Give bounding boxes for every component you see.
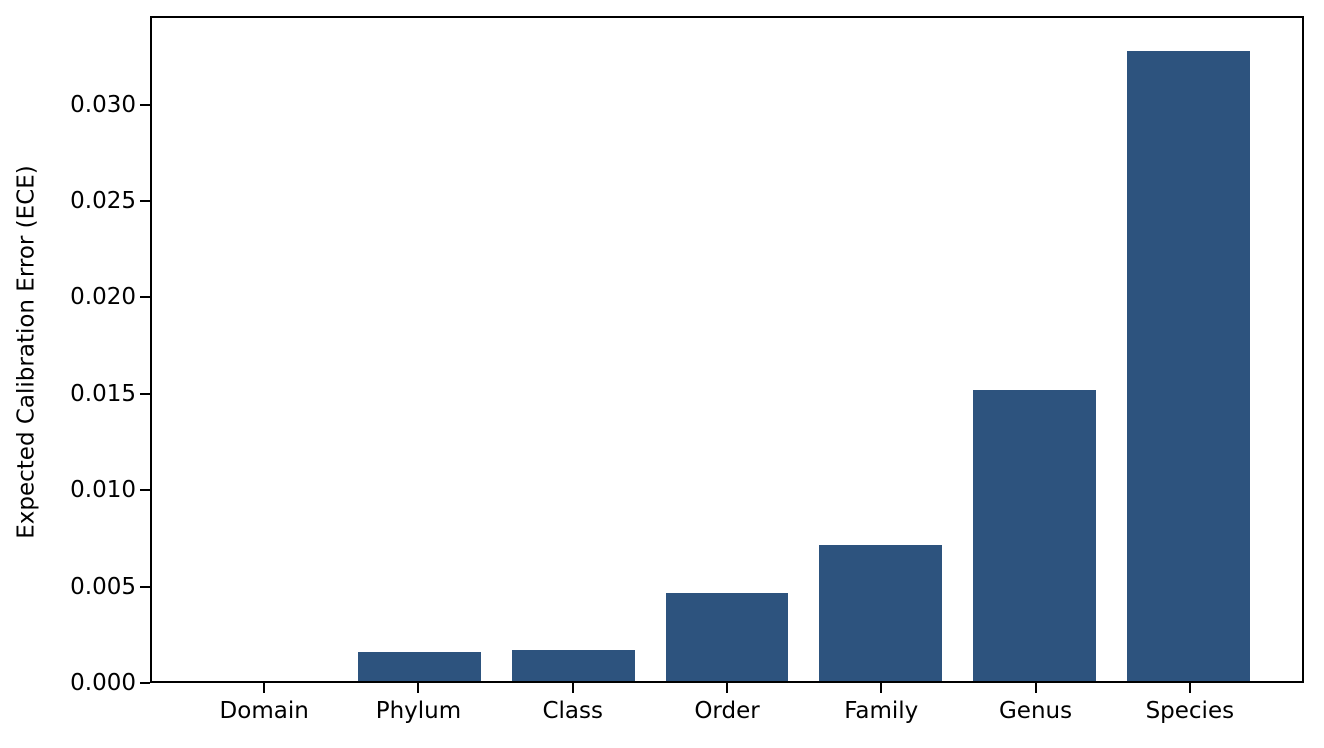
x-tick-mark	[726, 683, 728, 693]
y-tick-label: 0.015	[70, 380, 136, 407]
x-tick-label-order: Order	[694, 698, 760, 724]
bar-phylum	[358, 652, 481, 681]
y-tick-label: 0.010	[70, 477, 136, 504]
bar-order	[665, 592, 789, 681]
y-tick-label: 0.005	[70, 573, 136, 600]
x-tick-mark	[1188, 683, 1191, 693]
y-tick-label: 0.030	[70, 91, 136, 118]
x-tick-label-phylum: Phylum	[375, 698, 462, 724]
bar-genus	[972, 389, 1096, 681]
y-tick-mark	[140, 682, 150, 684]
x-tick-mark	[1034, 683, 1037, 693]
plot-area	[150, 16, 1304, 683]
y-tick-mark	[140, 585, 150, 588]
y-tick-label: 0.000	[70, 670, 136, 696]
x-tick-label-family: Family	[844, 698, 919, 724]
x-tick-label-genus: Genus	[998, 698, 1073, 724]
x-tick-mark	[571, 683, 574, 693]
bar-family	[819, 544, 943, 681]
x-tick-mark	[263, 683, 266, 693]
bar-species	[1126, 50, 1250, 681]
y-tick-mark	[140, 296, 150, 299]
y-tick-label: 0.020	[70, 284, 136, 311]
y-tick-mark	[140, 489, 150, 492]
y-tick-mark	[140, 392, 150, 395]
x-tick-label-species: Species	[1145, 698, 1235, 724]
y-tick-mark	[140, 103, 150, 106]
x-tick-label-class: Class	[542, 698, 603, 724]
x-tick-mark	[880, 683, 883, 693]
x-tick-label-domain: Domain	[219, 698, 309, 724]
bar-class	[511, 650, 635, 681]
y-tick-mark	[140, 200, 150, 203]
x-tick-mark	[417, 683, 420, 693]
y-tick-label: 0.025	[70, 188, 136, 215]
